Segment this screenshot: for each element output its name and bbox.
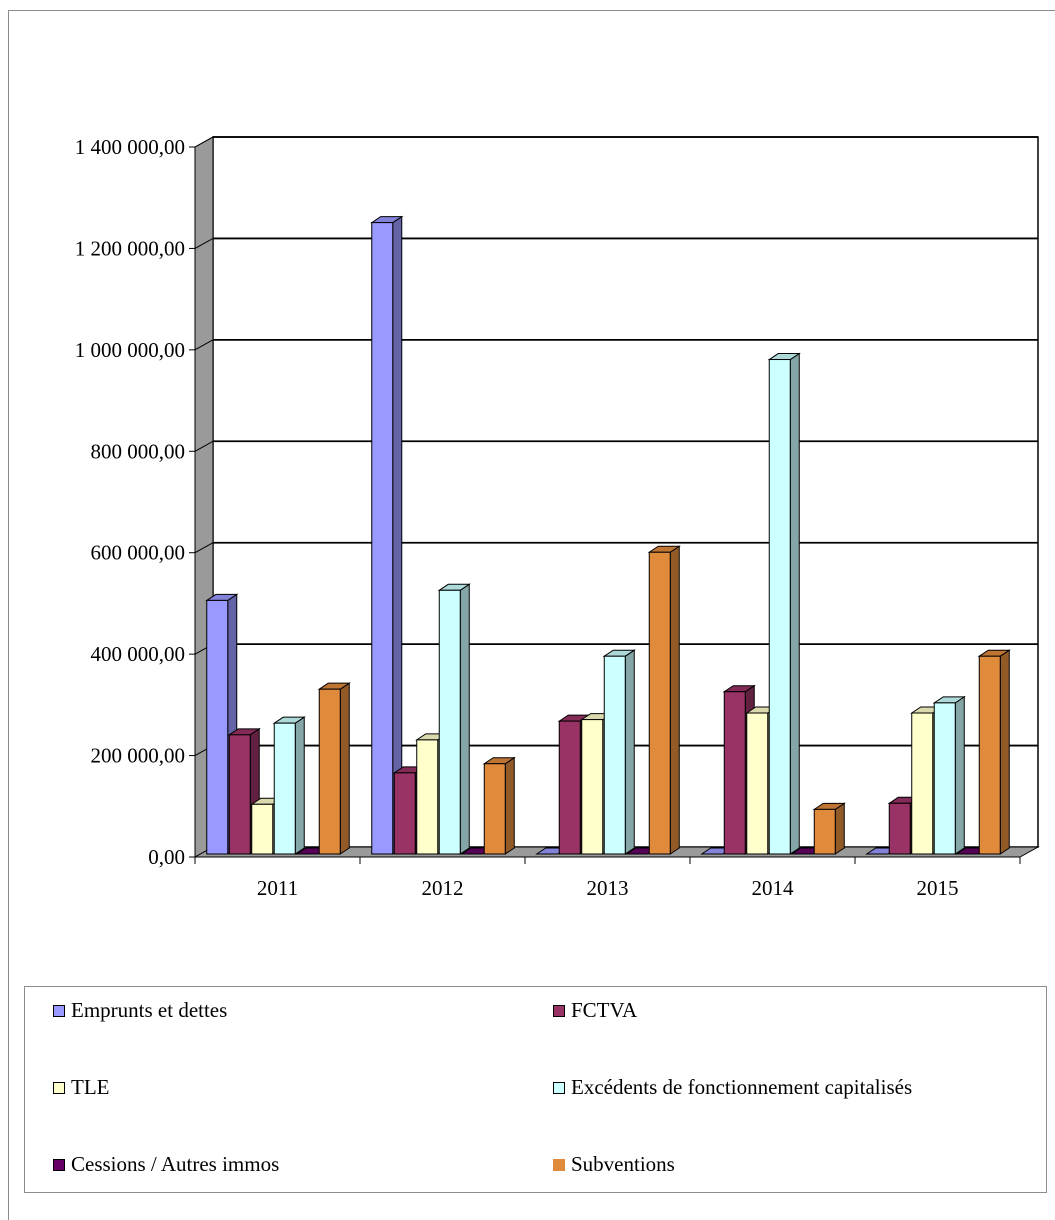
legend-label: TLE xyxy=(71,1075,110,1099)
legend-item: Emprunts et dettes xyxy=(53,998,227,1023)
chart-plot: 0,00 200 000,00 400 000,00 600 000,00 800 00… xyxy=(75,135,1040,900)
bar-side xyxy=(834,802,845,855)
bar xyxy=(812,802,846,855)
bar-front xyxy=(978,655,1001,855)
bar xyxy=(932,695,966,855)
bar-side xyxy=(954,695,965,855)
bar xyxy=(482,756,516,855)
gridline-side xyxy=(194,237,214,249)
y-tick-label: 1 400 000,00 xyxy=(75,135,185,159)
legend-swatch xyxy=(53,1004,65,1017)
bar-front xyxy=(768,359,791,855)
legend-label: Subventions xyxy=(571,1152,675,1176)
bar-front xyxy=(888,802,911,855)
bar-front xyxy=(228,734,251,855)
x-category-label: 2013 xyxy=(587,876,629,900)
bar-front xyxy=(483,763,506,855)
legend: Emprunts et dettes FCTVA TLE Excédents de f… xyxy=(24,986,1047,1193)
gridline-side xyxy=(194,339,214,351)
bar-front xyxy=(603,655,626,855)
bar-front xyxy=(393,772,416,855)
legend-item: Excédents de fonctionnement capitalisés xyxy=(553,1075,912,1100)
y-tick-label: 800 000,00 xyxy=(91,439,186,463)
x-category-label: 2014 xyxy=(752,876,795,900)
legend-swatch xyxy=(553,1004,565,1017)
bar xyxy=(602,649,636,855)
bar-front xyxy=(206,599,229,855)
chart-frame xyxy=(8,10,1055,1220)
legend-item: FCTVA xyxy=(553,998,637,1023)
x-category-label: 2012 xyxy=(422,876,464,900)
bar-front xyxy=(581,719,604,855)
legend-swatch xyxy=(53,1158,65,1171)
bar xyxy=(227,727,261,855)
legend-item: Subventions xyxy=(553,1152,675,1177)
y-tick-label: 1 000 000,00 xyxy=(75,338,185,362)
bar-side xyxy=(339,682,350,855)
bar-front xyxy=(438,589,461,855)
bar xyxy=(977,649,1011,855)
bar-front xyxy=(746,712,769,855)
bar xyxy=(272,716,306,855)
bar-side xyxy=(392,215,403,855)
bar xyxy=(370,215,404,855)
bar-side xyxy=(624,649,635,855)
legend-swatch xyxy=(553,1081,565,1094)
bar xyxy=(437,583,471,855)
bar xyxy=(317,682,351,855)
gridline-side xyxy=(194,440,214,452)
gridline-side xyxy=(194,542,214,554)
legend-label: FCTVA xyxy=(571,998,638,1022)
bar-side xyxy=(504,756,515,855)
bar-front xyxy=(813,808,836,855)
bar-front xyxy=(371,222,394,855)
legend-label: Excédents de fonctionnement capitalisés xyxy=(571,1075,913,1099)
legend-swatch xyxy=(53,1081,65,1094)
bar-front xyxy=(558,720,581,855)
bar-front xyxy=(251,803,274,855)
gridline-side xyxy=(194,136,214,148)
legend-label: Cessions / Autres immos xyxy=(71,1152,280,1176)
y-tick-label: 0,00 xyxy=(148,845,185,869)
legend-item: Cessions / Autres immos xyxy=(53,1152,279,1177)
x-category-label: 2015 xyxy=(917,876,959,900)
y-tick-label: 400 000,00 xyxy=(91,642,186,666)
bar-front xyxy=(723,691,746,855)
bar-front xyxy=(273,722,296,855)
bar-side xyxy=(669,545,680,855)
bar-front xyxy=(416,739,439,855)
bar-front xyxy=(933,702,956,855)
bar xyxy=(647,545,681,855)
bar-front xyxy=(648,551,671,855)
bar xyxy=(767,352,801,855)
y-tick-label: 600 000,00 xyxy=(91,541,186,565)
x-category-label: 2011 xyxy=(257,876,298,900)
y-tick-label: 200 000,00 xyxy=(91,744,186,768)
bar-side xyxy=(459,583,470,855)
bar-front xyxy=(911,712,934,855)
bar-side xyxy=(294,716,305,855)
legend-label: Emprunts et dettes xyxy=(71,998,228,1022)
legend-swatch xyxy=(553,1158,565,1171)
y-tick-label: 1 200 000,00 xyxy=(75,236,185,260)
legend-item: TLE xyxy=(53,1075,109,1100)
bar-side xyxy=(789,352,800,855)
bar-front xyxy=(318,688,341,855)
bar-side xyxy=(999,649,1010,855)
